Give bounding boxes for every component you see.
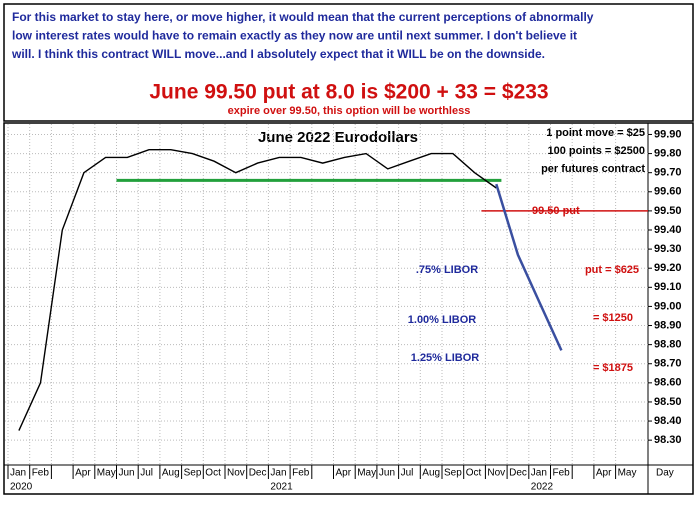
year-label: 2020: [10, 482, 33, 493]
x-tick-label: Feb: [32, 468, 50, 479]
x-tick-label: Jun: [119, 468, 135, 479]
annotation: = $1875: [593, 362, 633, 374]
x-tick-label: Apr: [596, 468, 612, 479]
header-box: [3, 3, 694, 122]
price-line: [18, 149, 497, 431]
header-text: For this market to stay here, or move hi…: [12, 10, 594, 24]
x-tick-label: Apr: [336, 468, 352, 479]
note: 1 point move = $25: [546, 127, 645, 139]
headline: June 99.50 put at 8.0 is $200 + 33 = $23…: [149, 81, 548, 104]
chart-title: June 2022 Eurodollars: [258, 129, 418, 146]
x-tick-label: Feb: [292, 468, 310, 479]
price-line: [495, 183, 563, 351]
y-tick-label: 99.10: [654, 281, 682, 293]
y-tick-label: 99.70: [654, 167, 682, 179]
x-tick-label: Sep: [184, 468, 202, 479]
x-tick-label: Feb: [553, 468, 571, 479]
y-tick-label: 98.70: [654, 358, 682, 370]
y-tick-label: 99.00: [654, 300, 682, 312]
x-tick-label: Sep: [444, 468, 462, 479]
x-tick-label: Oct: [205, 468, 221, 479]
chart-frame: [3, 122, 694, 495]
x-tick-label: Aug: [162, 468, 180, 479]
note: per futures contract: [541, 163, 645, 175]
x-tick-label: Aug: [422, 468, 440, 479]
x-tick-label: Jan: [270, 468, 286, 479]
y-tick-label: 98.80: [654, 339, 682, 351]
annotation: .75% LIBOR: [416, 264, 478, 276]
x-tick-label: Jan: [531, 468, 547, 479]
annotation: put = $625: [585, 264, 639, 276]
annotation: = $1250: [593, 312, 633, 324]
y-tick-label: 98.60: [654, 377, 682, 389]
y-tick-label: 98.90: [654, 319, 682, 331]
year-label: 2022: [531, 482, 554, 493]
y-tick-label: 98.30: [654, 434, 682, 446]
reference-label: 99.50 put: [532, 205, 580, 217]
x-tick-label: May: [97, 468, 116, 479]
x-tick-label: Dec: [509, 468, 527, 479]
x-tick-label: Dec: [249, 468, 267, 479]
y-tick-label: 99.50: [654, 205, 682, 217]
y-tick-label: 99.40: [654, 224, 682, 236]
x-tick-label: Apr: [75, 468, 91, 479]
x-tick-label: Jun: [379, 468, 395, 479]
annotation: 1.00% LIBOR: [408, 314, 477, 326]
y-tick-label: 99.30: [654, 243, 682, 255]
subheadline: expire over 99.50, this option will be w…: [228, 105, 471, 117]
y-tick-label: 99.90: [654, 128, 682, 140]
x-tick-label: Nov: [487, 468, 505, 479]
y-tick-label: 99.60: [654, 186, 682, 198]
x-tick-label: May: [357, 468, 376, 479]
x-tick-label: Jan: [10, 468, 26, 479]
y-tick-label: 98.40: [654, 415, 682, 427]
header-text: low interest rates would have to remain …: [12, 29, 577, 43]
y-tick-label: 98.50: [654, 396, 682, 408]
header-text: will. I think this contract WILL move...…: [11, 47, 545, 61]
x-tick-label: Nov: [227, 468, 245, 479]
x-tick-label: Jul: [401, 468, 414, 479]
x-tick-label: May: [618, 468, 637, 479]
x-tick-label: Oct: [466, 468, 482, 479]
x-unit: Day: [656, 468, 674, 479]
y-tick-label: 99.80: [654, 147, 682, 159]
annotation: 1.25% LIBOR: [411, 352, 480, 364]
y-tick-label: 99.20: [654, 262, 682, 274]
note: 100 points = $2500: [547, 145, 645, 157]
x-tick-label: Jul: [140, 468, 153, 479]
year-label: 2021: [270, 482, 293, 493]
